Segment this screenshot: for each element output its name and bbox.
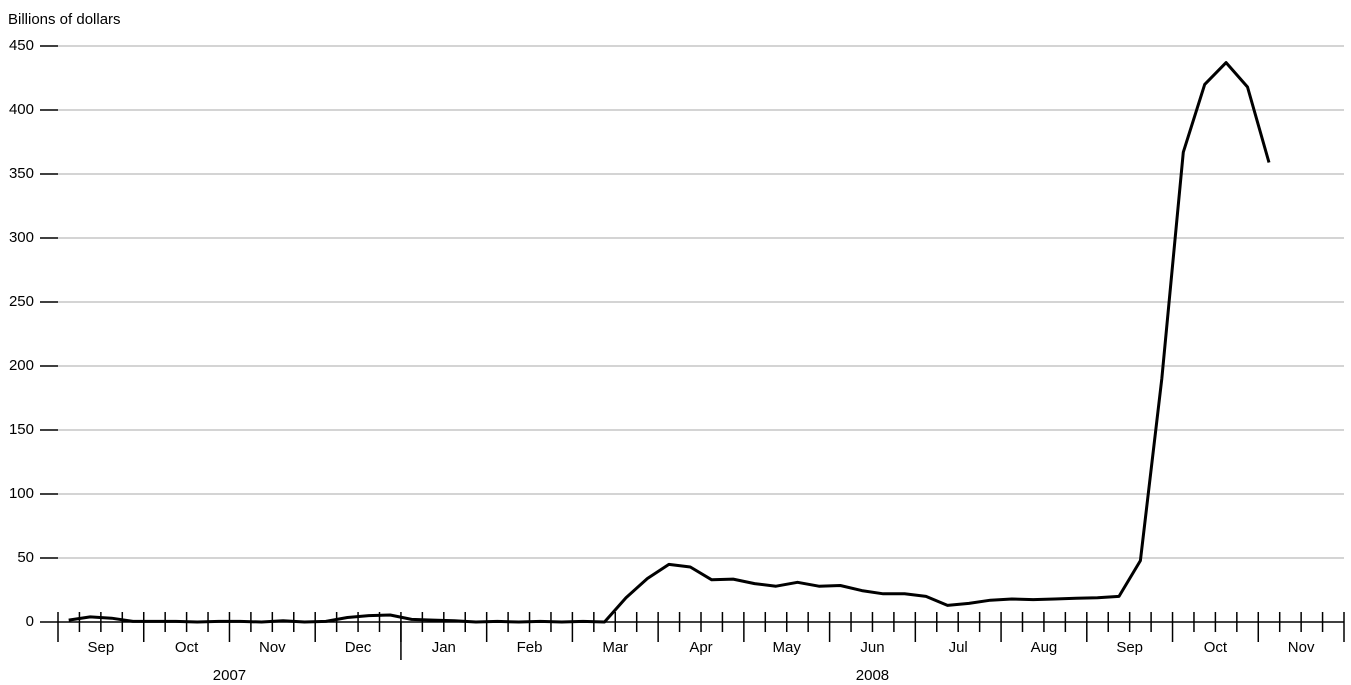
x-tick-label: Jan	[432, 639, 456, 656]
x-tick-label: Oct	[175, 639, 199, 656]
y-tick-label: 350	[9, 165, 34, 182]
x-tick-label: Apr	[689, 639, 712, 656]
x-tick-label: Aug	[1031, 639, 1058, 656]
year-label: 2008	[856, 667, 889, 684]
x-tick-label: Nov	[1288, 639, 1315, 656]
x-tick-label: Mar	[602, 639, 628, 656]
y-axis-label: Billions of dollars	[8, 11, 121, 28]
y-tick-label: 300	[9, 229, 34, 246]
y-tick-label: 200	[9, 357, 34, 374]
x-tick-label: Sep	[1116, 639, 1143, 656]
y-tick-label: 150	[9, 421, 34, 438]
x-tick-label: May	[773, 639, 802, 656]
x-tick-label: Feb	[517, 639, 543, 656]
x-tick-label: Oct	[1204, 639, 1228, 656]
y-tick-label: 100	[9, 485, 34, 502]
x-tick-label: Nov	[259, 639, 286, 656]
x-tick-label: Dec	[345, 639, 372, 656]
x-tick-label: Jul	[949, 639, 968, 656]
y-tick-label: 50	[17, 549, 34, 566]
y-tick-label: 0	[26, 613, 34, 630]
year-label: 2007	[213, 667, 246, 684]
y-tick-label: 250	[9, 293, 34, 310]
y-tick-label: 450	[9, 37, 34, 54]
x-tick-label: Jun	[860, 639, 884, 656]
data-line	[68, 61, 1271, 624]
y-tick-label: 400	[9, 101, 34, 118]
x-tick-label: Sep	[88, 639, 115, 656]
